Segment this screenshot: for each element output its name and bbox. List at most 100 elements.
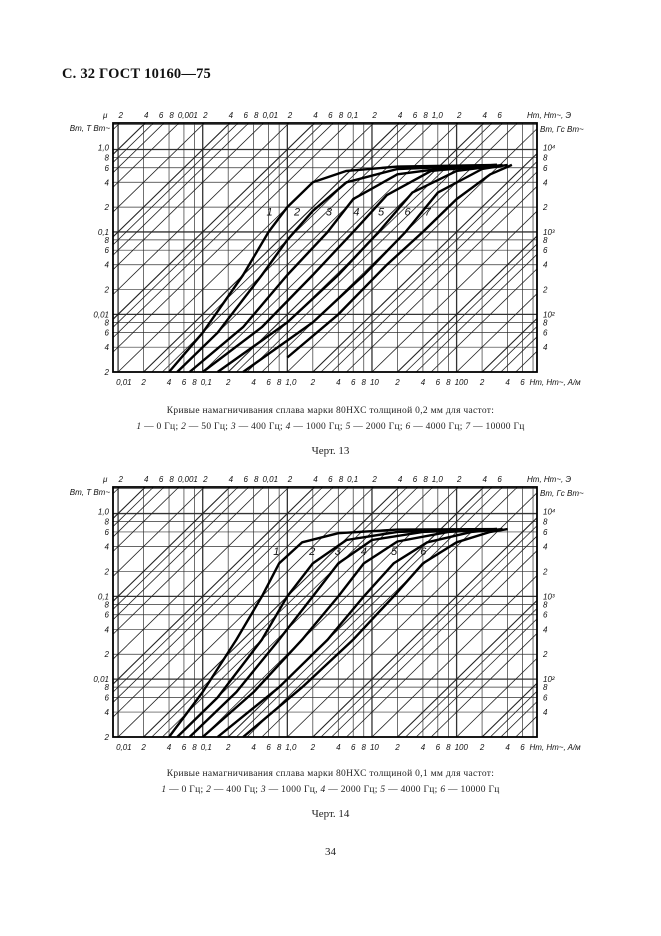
permeability-line [331, 171, 538, 373]
right-tick-label: 10² [543, 675, 555, 684]
y-tick-label: 2 [104, 650, 110, 659]
y-tick-label: 2 [104, 567, 110, 576]
permeability-line [405, 243, 538, 373]
x-tick-label: 2 [140, 378, 146, 387]
permeability-line [112, 486, 323, 693]
curve-label-5: 5 [391, 546, 398, 558]
permeability-line [112, 486, 249, 620]
legend-number: 5 [345, 422, 351, 432]
top-tick-label: 6 [328, 111, 333, 120]
permeability-line [117, 122, 374, 373]
magnetization-curve-7 [286, 163, 513, 359]
x-tick-label: 2 [479, 743, 485, 752]
permeability-line [515, 715, 538, 738]
y-tick-label: 2 [104, 286, 110, 295]
curve-label-5: 5 [378, 206, 385, 218]
x-tick-label: 1,0 [285, 743, 297, 752]
legend-number: 5 [380, 785, 386, 795]
x-tick-label: 6 [266, 378, 271, 387]
permeability-line [112, 122, 180, 188]
top-tick-label: 4 [398, 475, 403, 484]
top-tick-label: 6 [413, 475, 418, 484]
top-tick-label: 2 [117, 111, 123, 120]
permeability-line [112, 122, 249, 256]
top-tick-label: 8 [423, 475, 428, 484]
y-tick-label: 8 [105, 518, 110, 527]
x-tick-label: 6 [266, 743, 271, 752]
y-tick-label: 8 [105, 600, 110, 609]
x-tick-label: 4 [251, 743, 256, 752]
x-tick-label: 4 [336, 378, 341, 387]
legend-number: 6 [405, 422, 411, 432]
right-tick-label: 10³ [543, 592, 555, 601]
y-tick-label: 1,0 [98, 508, 110, 517]
magnetization-curve-2 [176, 527, 498, 738]
legend-text: — 400 Гц; [211, 785, 261, 795]
top-tick-label: 8 [169, 475, 174, 484]
permeability-line [312, 153, 538, 373]
legend-number: 3 [230, 422, 236, 432]
permeability-line [112, 486, 180, 552]
y-tick-label: 6 [105, 246, 110, 255]
permeability-line [143, 486, 400, 738]
x-tick-label: 6 [436, 378, 441, 387]
legend-text: — 10000 Гц [445, 785, 500, 795]
x-tick-label: 4 [167, 378, 172, 387]
x-tick-label: 6 [520, 743, 525, 752]
figure-13-caption: Кривые намагничивания сплава марки 80НХС… [166, 406, 495, 416]
x-tick-label: 8 [446, 743, 451, 752]
right-axis-label: Bm, Гс Bm~ [540, 489, 584, 498]
top-tick-label: 4 [313, 111, 318, 120]
right-tick-label: 6 [543, 694, 548, 703]
right-tick-label: 8 [543, 600, 548, 609]
permeability-line [112, 122, 146, 155]
plot-frame [112, 122, 538, 373]
right-tick-label: 2 [542, 286, 548, 295]
magnetization-curve-6 [242, 527, 508, 738]
permeability-line [112, 486, 334, 703]
x-tick-label: 10 [370, 743, 379, 752]
x-tick-label: 4 [251, 378, 256, 387]
permeability-line [500, 701, 538, 738]
top-tick-label: 4 [313, 475, 318, 484]
top-tick-label: 1,0 [432, 111, 444, 120]
top-tick-label: 6 [497, 111, 502, 120]
y-tick-label: 4 [105, 708, 110, 717]
top-tick-label: 1,0 [432, 475, 444, 484]
permeability-line [346, 186, 538, 373]
x-tick-label: 6 [182, 378, 187, 387]
permeability-line [287, 492, 538, 738]
right-tick-label: 10² [543, 310, 555, 319]
right-tick-label: 8 [543, 318, 548, 327]
top-tick-label: 6 [497, 475, 502, 484]
right-tick-label: 6 [543, 164, 548, 173]
x-tick-label: 6 [520, 378, 525, 387]
top-tick-label: 6 [413, 111, 418, 120]
permeability-line [112, 122, 121, 130]
permeability-line [346, 550, 538, 738]
legend-text: — 4000 Гц; [410, 422, 466, 432]
x-tick-label: 6 [182, 743, 187, 752]
plot-area: 1 2 3 4 5 6 [112, 486, 538, 738]
x-tick-label: 4 [421, 378, 426, 387]
permeability-line [151, 122, 408, 373]
right-tick-label: 4 [543, 178, 548, 187]
legend-text: — 1000 Гц; [290, 422, 346, 432]
curve-label-3: 3 [326, 206, 333, 218]
legend-number: 7 [465, 422, 471, 432]
top-tick-label: 8 [339, 475, 344, 484]
y-tick-label: 2 [104, 368, 110, 377]
figure-13-legend: 1 — 0 Гц; 2 — 50 Гц; 3 — 400 Гц; 4 — 100… [0, 422, 661, 432]
page-number: 34 [325, 846, 336, 858]
x-tick-label: 2 [394, 378, 400, 387]
legend-text: — 1000 Гц, [265, 785, 321, 795]
y-tick-label: 6 [105, 164, 110, 173]
chart-14: 1 2 3 4 5 60,01 2 4 6 8 0,1 2 4 6 8 1,0 2 4 6 8 10 2 4 6 8 100 2 4 6… [70, 475, 584, 752]
permeability-line [481, 682, 538, 738]
x-tick-label: 8 [192, 378, 197, 387]
permeability-line [112, 122, 165, 173]
permeability-line [112, 486, 146, 519]
permeability-line [227, 122, 485, 373]
right-tick-label: 8 [543, 518, 548, 527]
y-tick-label: 0,1 [98, 228, 109, 237]
